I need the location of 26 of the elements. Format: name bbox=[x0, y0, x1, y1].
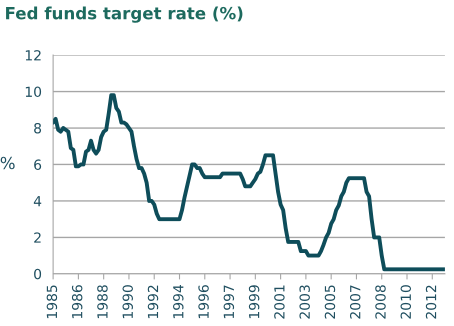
x-tick-label: 2005 bbox=[324, 285, 336, 319]
x-tick-label: 1986 bbox=[72, 285, 82, 318]
x-tick-label: 2003 bbox=[299, 285, 310, 319]
y-tick-label: 4 bbox=[34, 196, 42, 206]
x-tick-label: 2007 bbox=[350, 285, 360, 319]
x-tick-label: 1992 bbox=[148, 286, 158, 318]
x-tick-label: 2012 bbox=[426, 286, 436, 319]
chart-title: Fed funds target rate (%) bbox=[6, 6, 242, 23]
x-tick-label: 1999 bbox=[248, 285, 260, 318]
x-tick-label: 2010 bbox=[400, 285, 412, 319]
x-tick-label: 1997 bbox=[224, 285, 234, 318]
x-tick-label: 2001 bbox=[274, 286, 285, 319]
x-tick-label: 1985 bbox=[46, 285, 58, 318]
y-tick-label: 2 bbox=[34, 232, 41, 243]
y-tick-label: 8 bbox=[34, 122, 42, 134]
y-axis-title: % bbox=[0, 156, 15, 170]
x-tick-label: 1994 bbox=[173, 285, 184, 318]
y-tick-label: 10 bbox=[26, 86, 42, 98]
y-tick-label: 0 bbox=[34, 268, 42, 280]
y-tick-label: 6 bbox=[34, 159, 42, 170]
x-tick-label: 1988 bbox=[97, 285, 108, 318]
x-tick-label: 2008 bbox=[375, 285, 386, 319]
y-tick-label: 12 bbox=[26, 50, 41, 60]
x-tick-label: 1996 bbox=[198, 285, 209, 318]
line-series bbox=[53, 93, 445, 272]
x-tick-label: 1990 bbox=[122, 285, 133, 318]
